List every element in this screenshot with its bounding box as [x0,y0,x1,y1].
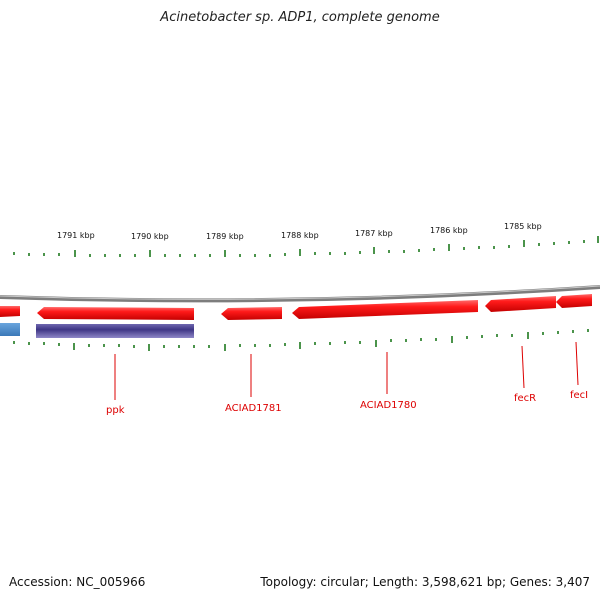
genome-backbone [0,285,600,303]
gene-label-ppk[interactable]: ppk [106,405,125,416]
gene-label-feci[interactable]: fecI [570,390,588,401]
gene-bar-left-edge[interactable] [0,323,20,336]
gene-arrow-left-edge[interactable] [0,306,20,317]
gene-arrow-ppk[interactable] [37,307,194,320]
accession-text: Accession: NC_005966 [9,575,146,589]
genome-title: Acinetobacter sp. ADP1, complete genome [160,10,440,25]
ruler-label-1786: 1786 kbp [430,226,468,235]
reverse-strand-genes [0,323,194,338]
gene-arrow-fecr[interactable] [485,296,556,312]
ruler-label-1791: 1791 kbp [57,231,95,240]
gene-label-aciad1781[interactable]: ACIAD1781 [225,403,282,414]
genome-backbone-highlight [0,285,600,300]
lower-ruler-ticks [13,329,589,351]
gene-arrow-aciad1780[interactable] [292,300,478,319]
gene-label-aciad1780[interactable]: ACIAD1780 [360,400,417,411]
ruler-label-1790: 1790 kbp [131,232,169,241]
ruler-label-1788: 1788 kbp [281,231,319,240]
upper-ruler-ticks [13,236,599,257]
forward-strand-genes [0,294,592,320]
gene-labels: ppk ACIAD1781 ACIAD1780 fecR fecI [106,390,588,416]
ruler-label-1789: 1789 kbp [206,232,244,241]
genome-stats-text: Topology: circular; Length: 3,598,621 bp… [260,575,590,589]
ruler-label-1785: 1785 kbp [504,222,542,231]
gene-leader-lines [114,341,579,400]
ruler-labels: 1791 kbp 1790 kbp 1789 kbp 1788 kbp 1787… [57,222,542,241]
ruler-label-1787: 1787 kbp [355,229,393,238]
gene-arrow-feci[interactable] [556,294,592,308]
gene-bar-ppk-reverse[interactable] [36,324,194,338]
gene-label-fecr[interactable]: fecR [514,393,536,404]
gene-arrow-aciad1781[interactable] [221,307,282,320]
